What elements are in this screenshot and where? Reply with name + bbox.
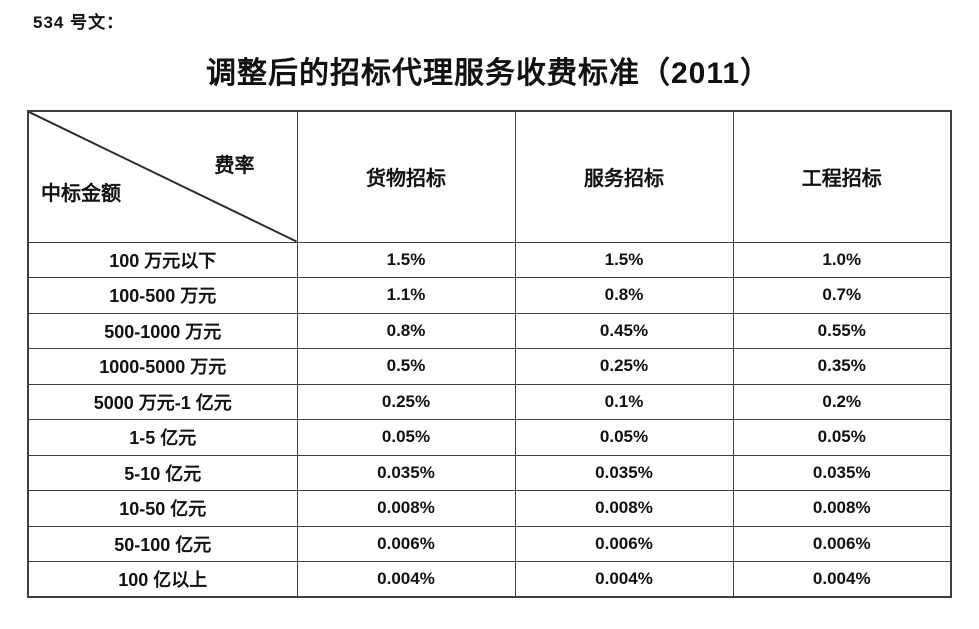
rate-cell: 0.004% — [296, 561, 516, 598]
rate-cell: 0.05% — [514, 419, 734, 456]
rate-cell: 0.035% — [732, 454, 952, 491]
rate-cell: 1.5% — [296, 241, 516, 278]
table-row: 100-500 万元 1.1% 0.8% 0.7% — [27, 277, 952, 314]
rate-cell: 0.1% — [514, 383, 734, 420]
rate-cell: 0.035% — [296, 454, 516, 491]
rate-cell: 0.05% — [296, 419, 516, 456]
fee-rate-table: 费率 中标金额 货物招标 服务招标 工程招标 100 万元以下 1.5% 1.5… — [27, 110, 952, 598]
row-label: 50-100 亿元 — [27, 525, 298, 562]
rate-cell: 0.25% — [514, 348, 734, 385]
rate-cell: 0.008% — [514, 490, 734, 527]
row-label: 100-500 万元 — [27, 277, 298, 314]
table-row: 5-10 亿元 0.035% 0.035% 0.035% — [27, 454, 952, 491]
corner-header-cell: 费率 中标金额 — [27, 110, 298, 243]
row-label: 5000 万元-1 亿元 — [27, 383, 298, 420]
rate-cell: 0.5% — [296, 348, 516, 385]
row-label: 500-1000 万元 — [27, 312, 298, 349]
table-row: 100 亿以上 0.004% 0.004% 0.004% — [27, 561, 952, 598]
rate-cell: 0.05% — [732, 419, 952, 456]
rate-cell: 0.008% — [732, 490, 952, 527]
row-label: 100 万元以下 — [27, 241, 298, 278]
diagonal-divider-line — [29, 112, 297, 242]
rate-cell: 0.25% — [296, 383, 516, 420]
corner-label-amount: 中标金额 — [41, 182, 121, 205]
row-label: 10-50 亿元 — [27, 490, 298, 527]
page-title: 调整后的招标代理服务收费标准（2011） — [205, 57, 772, 90]
rate-cell: 0.2% — [732, 383, 952, 420]
table-row: 500-1000 万元 0.8% 0.45% 0.55% — [27, 312, 952, 349]
row-label: 1-5 亿元 — [27, 419, 298, 456]
rate-cell: 1.5% — [514, 241, 734, 278]
table-row: 50-100 亿元 0.006% 0.006% 0.006% — [27, 525, 952, 562]
row-label: 1000-5000 万元 — [27, 348, 298, 385]
rate-cell: 0.8% — [296, 312, 516, 349]
table-row: 10-50 亿元 0.008% 0.008% 0.008% — [27, 490, 952, 527]
column-header-goods: 货物招标 — [296, 110, 516, 243]
rate-cell: 0.35% — [732, 348, 952, 385]
rate-cell: 0.45% — [514, 312, 734, 349]
row-label: 5-10 亿元 — [27, 454, 298, 491]
table-row: 100 万元以下 1.5% 1.5% 1.0% — [27, 241, 952, 278]
document-number-label: 534 号文： — [33, 13, 125, 32]
table-header-row: 费率 中标金额 货物招标 服务招标 工程招标 — [27, 110, 952, 243]
rate-cell: 0.8% — [514, 277, 734, 314]
column-header-engineering: 工程招标 — [732, 110, 952, 243]
rate-cell: 1.0% — [732, 241, 952, 278]
rate-cell: 0.006% — [296, 525, 516, 562]
table-row: 5000 万元-1 亿元 0.25% 0.1% 0.2% — [27, 383, 952, 420]
rate-cell: 0.7% — [732, 277, 952, 314]
table-row: 1000-5000 万元 0.5% 0.25% 0.35% — [27, 348, 952, 385]
rate-cell: 0.004% — [514, 561, 734, 598]
rate-cell: 0.006% — [732, 525, 952, 562]
rate-cell: 0.035% — [514, 454, 734, 491]
column-header-services: 服务招标 — [514, 110, 734, 243]
corner-label-rate: 费率 — [214, 155, 255, 177]
rate-cell: 0.008% — [296, 490, 516, 527]
row-label: 100 亿以上 — [27, 561, 298, 598]
table-row: 1-5 亿元 0.05% 0.05% 0.05% — [27, 419, 952, 456]
rate-cell: 0.55% — [732, 312, 952, 349]
rate-cell: 1.1% — [296, 277, 516, 314]
rate-cell: 0.004% — [732, 561, 952, 598]
rate-cell: 0.006% — [514, 525, 734, 562]
